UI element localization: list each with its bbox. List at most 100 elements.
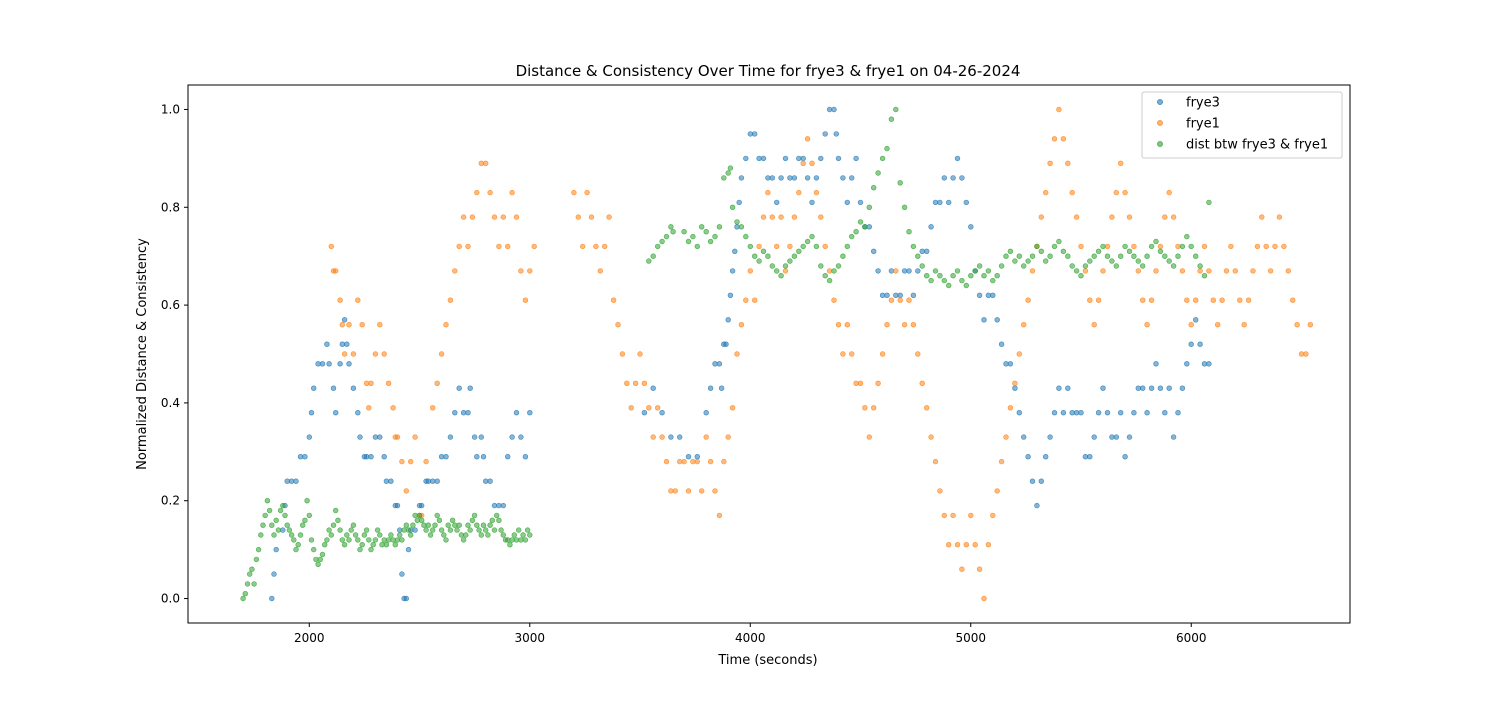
data-point	[1122, 454, 1128, 460]
data-point	[659, 238, 665, 245]
data-point	[337, 361, 343, 367]
data-point	[465, 410, 471, 416]
data-point	[518, 434, 524, 440]
data-point	[893, 268, 899, 274]
data-point	[932, 458, 939, 465]
data-point	[1091, 253, 1097, 259]
data-point	[295, 541, 301, 548]
data-point	[297, 532, 304, 538]
data-point	[778, 175, 784, 181]
data-point	[866, 224, 872, 230]
data-point	[840, 175, 846, 181]
data-point	[994, 273, 1000, 279]
data-point	[388, 478, 394, 484]
data-point	[1073, 410, 1080, 416]
data-point	[813, 189, 820, 196]
data-point	[954, 268, 961, 274]
data-point	[498, 527, 504, 533]
data-point	[350, 385, 357, 391]
plot-frame	[187, 84, 1351, 624]
data-point	[791, 253, 798, 259]
data-point	[734, 224, 740, 230]
data-point	[954, 155, 961, 162]
data-point	[818, 155, 824, 162]
data-point	[1078, 243, 1084, 250]
data-point	[474, 189, 480, 196]
data-point	[1100, 243, 1106, 250]
data-point	[315, 361, 321, 367]
data-point	[242, 590, 249, 597]
data-point	[1153, 238, 1159, 245]
data-point	[756, 258, 762, 264]
data-point	[853, 155, 859, 162]
data-point	[352, 532, 359, 538]
data-point	[637, 351, 643, 357]
data-point	[339, 537, 345, 543]
data-point	[447, 527, 454, 533]
data-point	[531, 243, 537, 250]
data-point	[676, 434, 683, 440]
data-point	[500, 502, 506, 509]
data-point	[866, 434, 872, 440]
data-point	[1065, 385, 1071, 391]
data-point	[862, 405, 868, 411]
data-point	[478, 532, 484, 538]
data-point	[963, 282, 969, 289]
data-point	[818, 214, 824, 220]
data-point	[732, 248, 738, 255]
data-point	[381, 454, 387, 460]
data-point	[1012, 380, 1018, 386]
data-point	[826, 106, 833, 113]
data-point	[483, 478, 489, 484]
y-tick-label: 0.4	[161, 396, 180, 410]
data-point	[496, 243, 502, 250]
data-point	[1184, 233, 1190, 240]
data-point	[1073, 268, 1080, 274]
data-point	[778, 273, 784, 279]
data-point	[787, 258, 793, 264]
legend-marker	[1157, 99, 1163, 105]
data-point	[976, 566, 983, 572]
data-point	[787, 243, 793, 250]
data-point	[1267, 268, 1274, 274]
data-point	[791, 175, 798, 181]
data-point	[494, 512, 500, 519]
data-point	[919, 380, 925, 386]
data-point	[685, 238, 692, 245]
data-point	[998, 263, 1005, 269]
data-point	[324, 341, 330, 347]
data-point	[1166, 385, 1172, 391]
data-point	[723, 341, 729, 347]
data-point	[403, 488, 409, 494]
data-point	[1117, 160, 1124, 167]
data-point	[1162, 410, 1168, 416]
data-point	[1073, 214, 1080, 220]
data-point	[1091, 322, 1097, 328]
data-point	[447, 434, 454, 440]
data-point	[716, 361, 723, 367]
data-point	[932, 268, 939, 274]
data-point	[1056, 106, 1062, 113]
data-point	[681, 458, 687, 465]
data-point	[901, 204, 908, 211]
data-point	[434, 512, 440, 519]
data-point	[328, 243, 334, 250]
data-point	[844, 199, 850, 206]
data-point	[1197, 263, 1203, 269]
data-point	[381, 351, 387, 357]
data-point	[527, 268, 533, 274]
data-point	[945, 541, 952, 548]
data-point	[844, 322, 850, 328]
data-point	[1139, 263, 1146, 269]
data-point	[906, 297, 912, 303]
data-point	[355, 537, 361, 543]
data-point	[968, 512, 974, 519]
data-point	[322, 541, 328, 548]
data-point	[266, 507, 273, 514]
data-point	[998, 458, 1005, 465]
data-point	[280, 502, 286, 509]
data-point	[244, 581, 251, 587]
data-point	[1069, 189, 1075, 196]
data-point	[1042, 258, 1049, 264]
data-point	[441, 532, 447, 538]
